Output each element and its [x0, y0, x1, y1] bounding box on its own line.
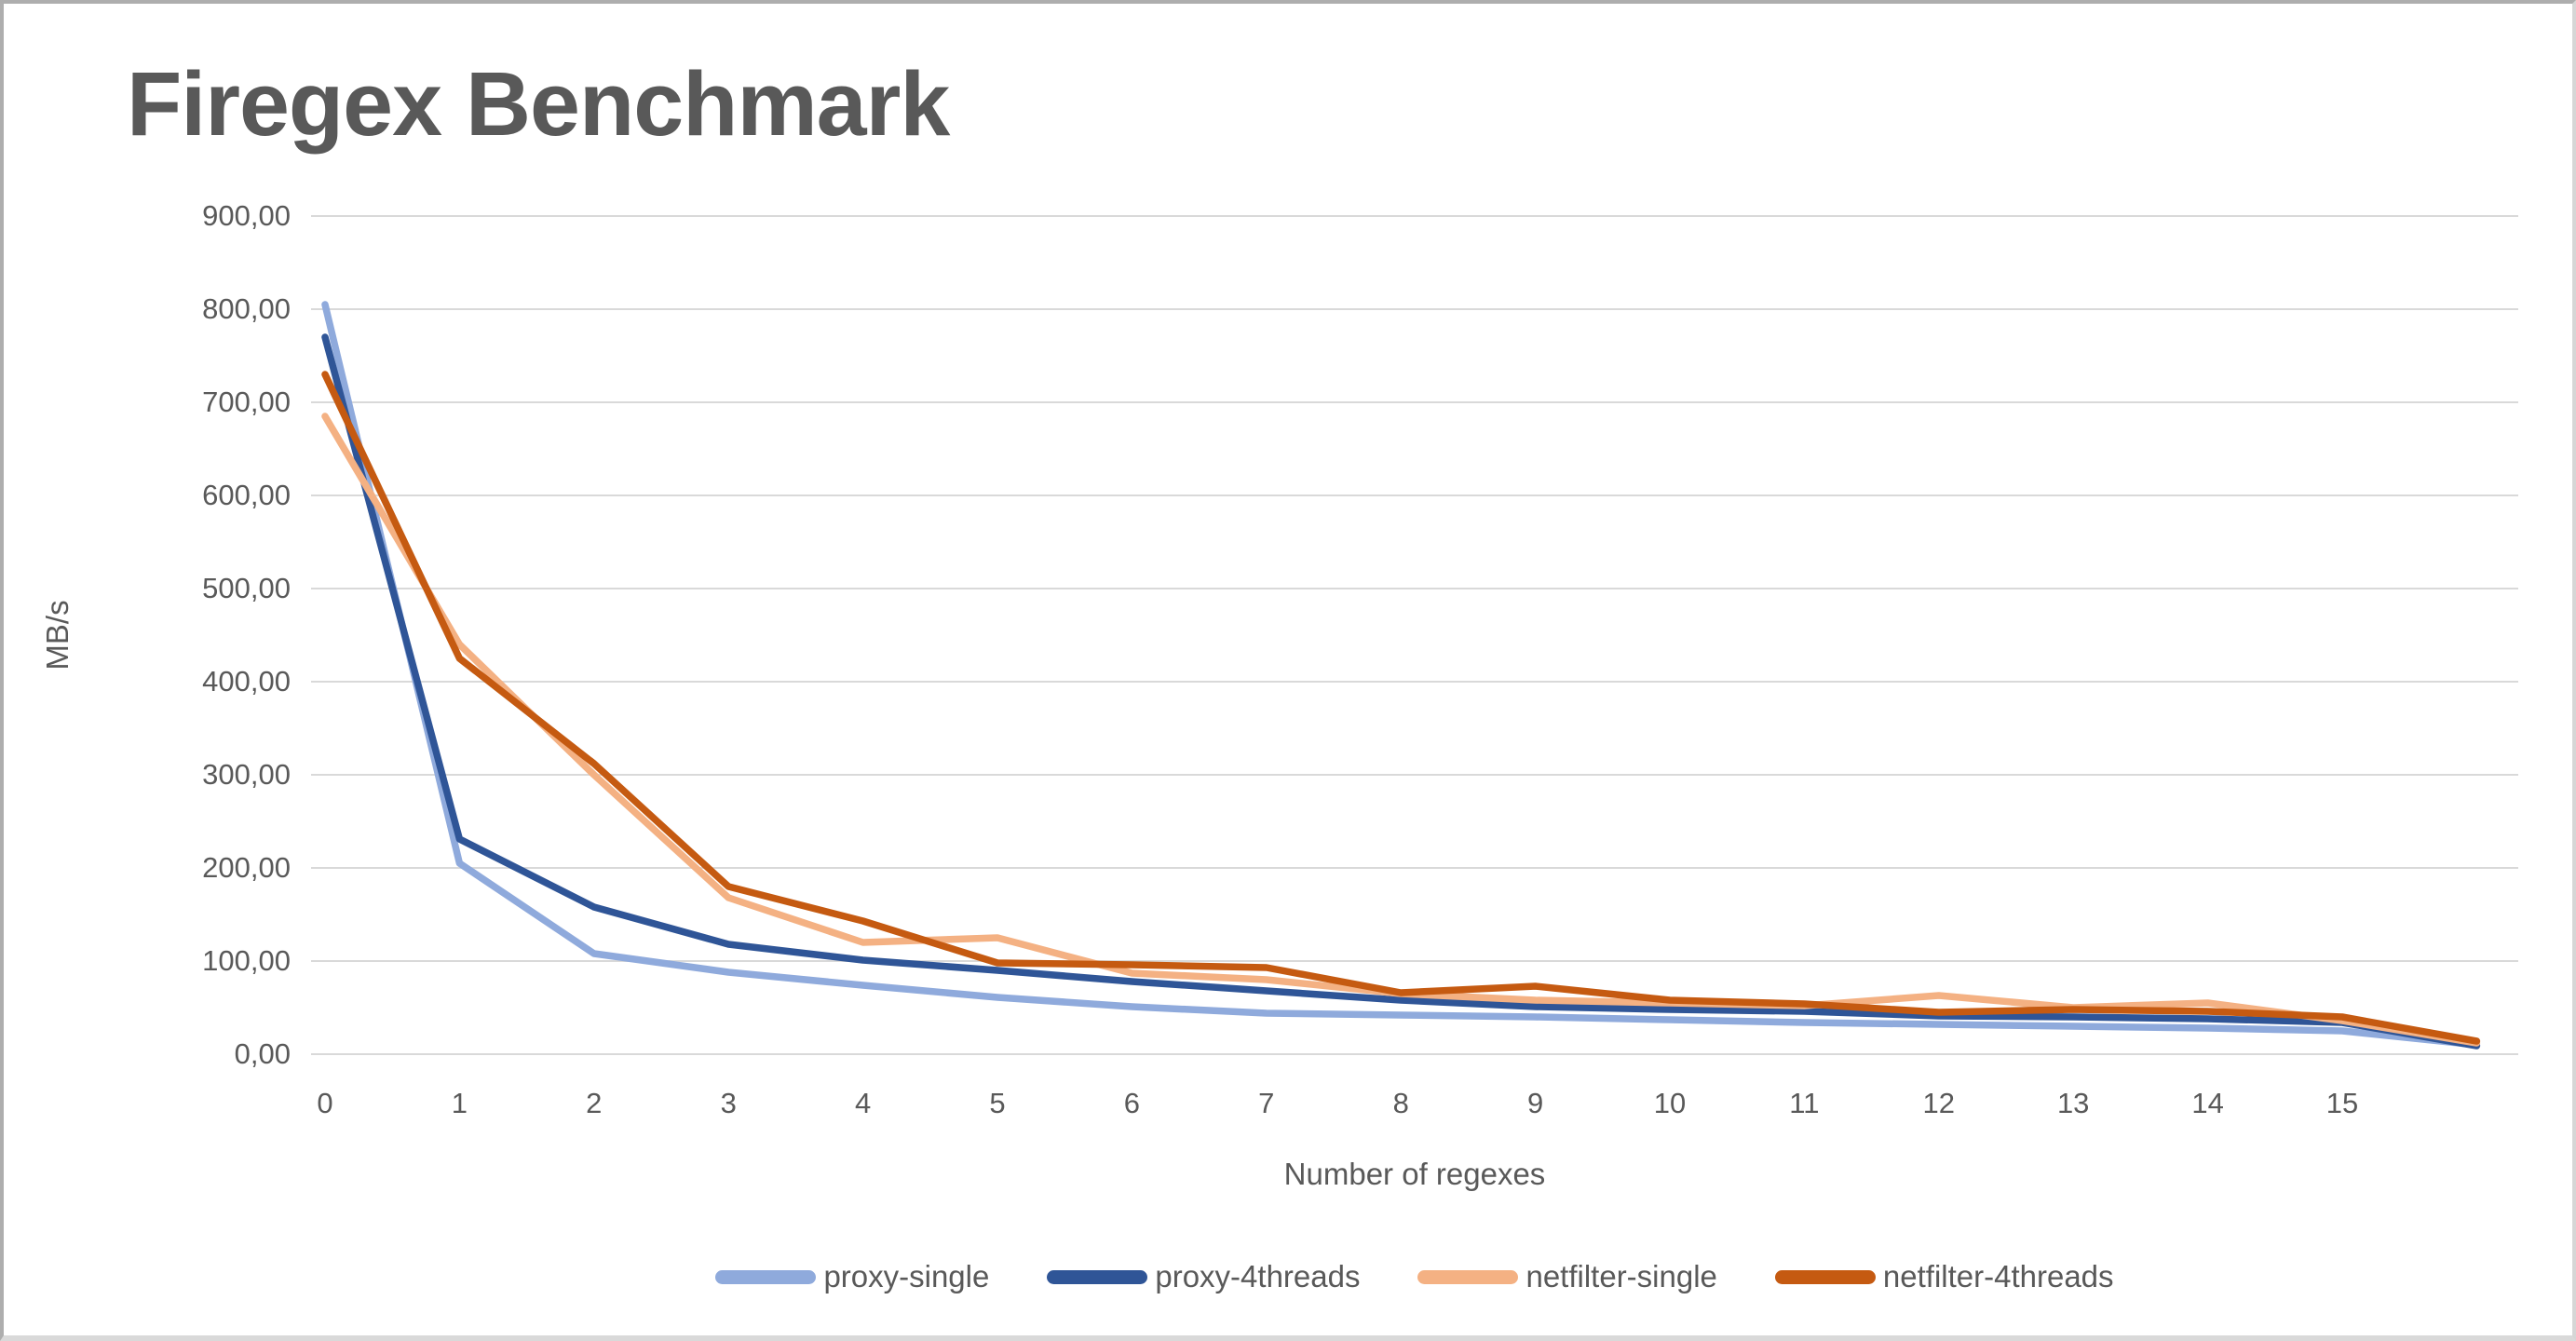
legend-swatch-proxy-4threads	[1047, 1269, 1148, 1284]
legend-label: proxy-single	[823, 1259, 990, 1294]
x-tick-label: 2	[586, 1087, 603, 1119]
x-axis-title: Number of regexes	[1283, 1157, 1546, 1191]
x-tick-label: 11	[1789, 1087, 1820, 1119]
x-tick-label: 6	[1123, 1087, 1141, 1119]
x-tick-label: 12	[1922, 1087, 1956, 1119]
legend-swatch-netfilter-4threads	[1774, 1269, 1876, 1284]
y-axis-title: MB/s	[40, 600, 75, 670]
gridlines	[311, 215, 2518, 1055]
legend-item-netfilter-4threads: netfilter-4threads	[1774, 1259, 2114, 1294]
legend-swatch-netfilter-single	[1417, 1269, 1519, 1284]
x-tick-label: 10	[1653, 1087, 1687, 1119]
legend-label: netfilter-single	[1525, 1259, 1717, 1294]
x-tick-label: 9	[1526, 1087, 1544, 1119]
x-tick-label: 0	[317, 1087, 333, 1119]
legend: proxy-single proxy-4threads netfilter-si…	[311, 1259, 2518, 1294]
y-tick-label: 700,00	[202, 386, 291, 418]
y-tick-label: 500,00	[202, 572, 291, 604]
x-tick-label: 14	[2191, 1087, 2224, 1119]
series-line-proxy-4threads	[321, 333, 2481, 1050]
chart-title: Firegex Benchmark	[127, 53, 950, 155]
y-tick-label: 800,00	[202, 292, 291, 325]
x-tick-label: 1	[451, 1087, 468, 1119]
legend-swatch-proxy-single	[715, 1269, 817, 1284]
series-line-netfilter-single	[321, 413, 2481, 1047]
series-line-netfilter-4threads	[321, 371, 2481, 1045]
x-tick-label: 13	[2056, 1087, 2090, 1119]
y-tick-label: 900,00	[202, 199, 291, 232]
x-tick-label: 3	[720, 1087, 737, 1119]
y-tick-label: 100,00	[202, 944, 291, 977]
legend-item-netfilter-single: netfilter-single	[1417, 1259, 1717, 1294]
x-tick-label: 4	[854, 1087, 872, 1119]
x-tick-label: 5	[989, 1087, 1006, 1119]
x-tick-label: 7	[1258, 1087, 1275, 1119]
series-line-proxy-single	[321, 301, 2481, 1049]
y-tick-label: 200,00	[202, 851, 291, 884]
legend-item-proxy-single: proxy-single	[715, 1259, 989, 1294]
legend-label: netfilter-4threads	[1882, 1259, 2114, 1294]
legend-item-proxy-4threads: proxy-4threads	[1047, 1259, 1360, 1294]
y-tick-label: 0,00	[234, 1037, 291, 1070]
x-tick-label: 8	[1392, 1087, 1409, 1119]
y-tick-label: 400,00	[202, 665, 291, 698]
y-tick-label: 600,00	[202, 479, 291, 511]
series-lines	[321, 301, 2481, 1050]
y-tick-label: 300,00	[202, 758, 291, 791]
x-tick-label: 15	[2325, 1087, 2359, 1119]
plot-area	[311, 215, 2518, 1055]
legend-label: proxy-4threads	[1155, 1259, 1361, 1294]
